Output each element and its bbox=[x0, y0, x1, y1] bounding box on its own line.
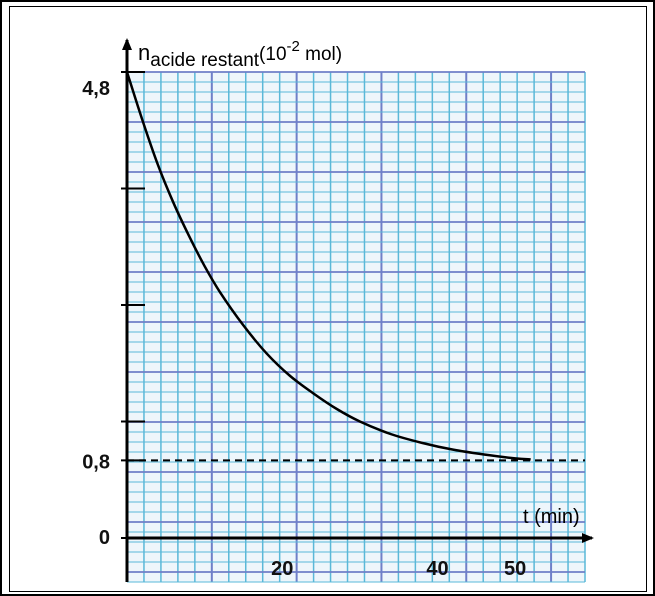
y-label-symbol: n bbox=[138, 40, 150, 65]
y-label-unit-exponent: -2 bbox=[287, 38, 300, 55]
x-tick-label: 50 bbox=[504, 558, 526, 580]
y-tick-label: 0,8 bbox=[82, 451, 110, 473]
grid-background bbox=[127, 72, 585, 582]
x-tick-label: 20 bbox=[271, 558, 293, 580]
x-tick-label: 40 bbox=[426, 558, 448, 580]
series-group bbox=[125, 71, 585, 462]
ticks: 0 0,8 4,8 20 40 50 bbox=[82, 71, 526, 580]
y-axis-label: nacide restant(10-2 mol) bbox=[138, 38, 342, 71]
y-label-unit-open: (10 bbox=[259, 44, 286, 65]
axes bbox=[122, 38, 594, 582]
y-label-subscript: acide restant bbox=[150, 50, 260, 71]
figure-inner-frame bbox=[9, 6, 647, 592]
x-axis-label: t (min) bbox=[523, 506, 580, 528]
y-tick-label: 4,8 bbox=[82, 78, 110, 100]
y-tick-label: 0 bbox=[99, 527, 110, 549]
decay-curve bbox=[125, 71, 531, 461]
grid bbox=[126, 71, 586, 583]
y-label-unit-close: mol) bbox=[300, 44, 342, 65]
